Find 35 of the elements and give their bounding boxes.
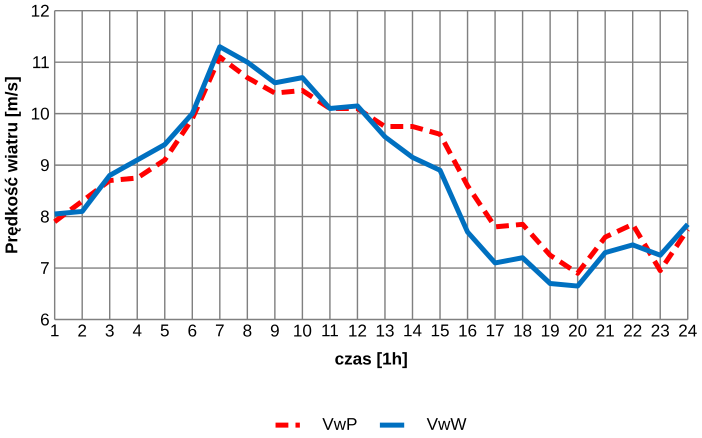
x-tick-label: 8	[243, 324, 252, 337]
legend-label: VwW	[426, 418, 466, 430]
x-tick-label: 7	[216, 324, 224, 336]
x-tick-label: 17	[486, 324, 504, 336]
x-tick-label: 11	[322, 324, 338, 336]
y-axis-title: Prędkość wiatru [m/s]	[4, 77, 21, 253]
x-tick-label: 22	[624, 324, 642, 337]
x-tick-label: 3	[106, 324, 114, 337]
x-axis-title: czas [1h]	[335, 352, 407, 368]
x-tick-label: 14	[404, 324, 422, 336]
y-tick-label: 6	[40, 314, 49, 326]
x-tick-label: 1	[51, 324, 59, 336]
x-tick-label: 4	[132, 324, 142, 336]
y-tick-label: 9	[40, 159, 49, 172]
x-tick-label: 19	[542, 324, 559, 337]
x-tick-label: 21	[596, 324, 614, 337]
x-tick-label: 9	[270, 324, 279, 337]
y-tick-label: 12	[32, 4, 49, 17]
y-tick-label: 11	[33, 56, 49, 68]
y-tick-label: 7	[40, 262, 49, 274]
x-tick-label: 12	[349, 324, 366, 337]
y-tick-label: 8	[40, 210, 49, 223]
y-tick-label: 10	[32, 108, 49, 120]
x-tick-label: 16	[459, 324, 476, 337]
x-tick-label: 23	[652, 324, 669, 337]
x-tick-label: 24	[679, 324, 697, 337]
x-tick-label: 13	[376, 324, 394, 337]
legend-label: VwP	[322, 418, 357, 430]
x-tick-label: 18	[514, 324, 532, 337]
x-tick-label: 2	[78, 324, 86, 337]
x-tick-label: 6	[188, 324, 196, 337]
x-tick-label: 15	[432, 324, 449, 337]
x-tick-label: 10	[294, 324, 312, 337]
x-tick-label: 20	[568, 324, 586, 337]
x-tick-label: 5	[160, 324, 169, 337]
